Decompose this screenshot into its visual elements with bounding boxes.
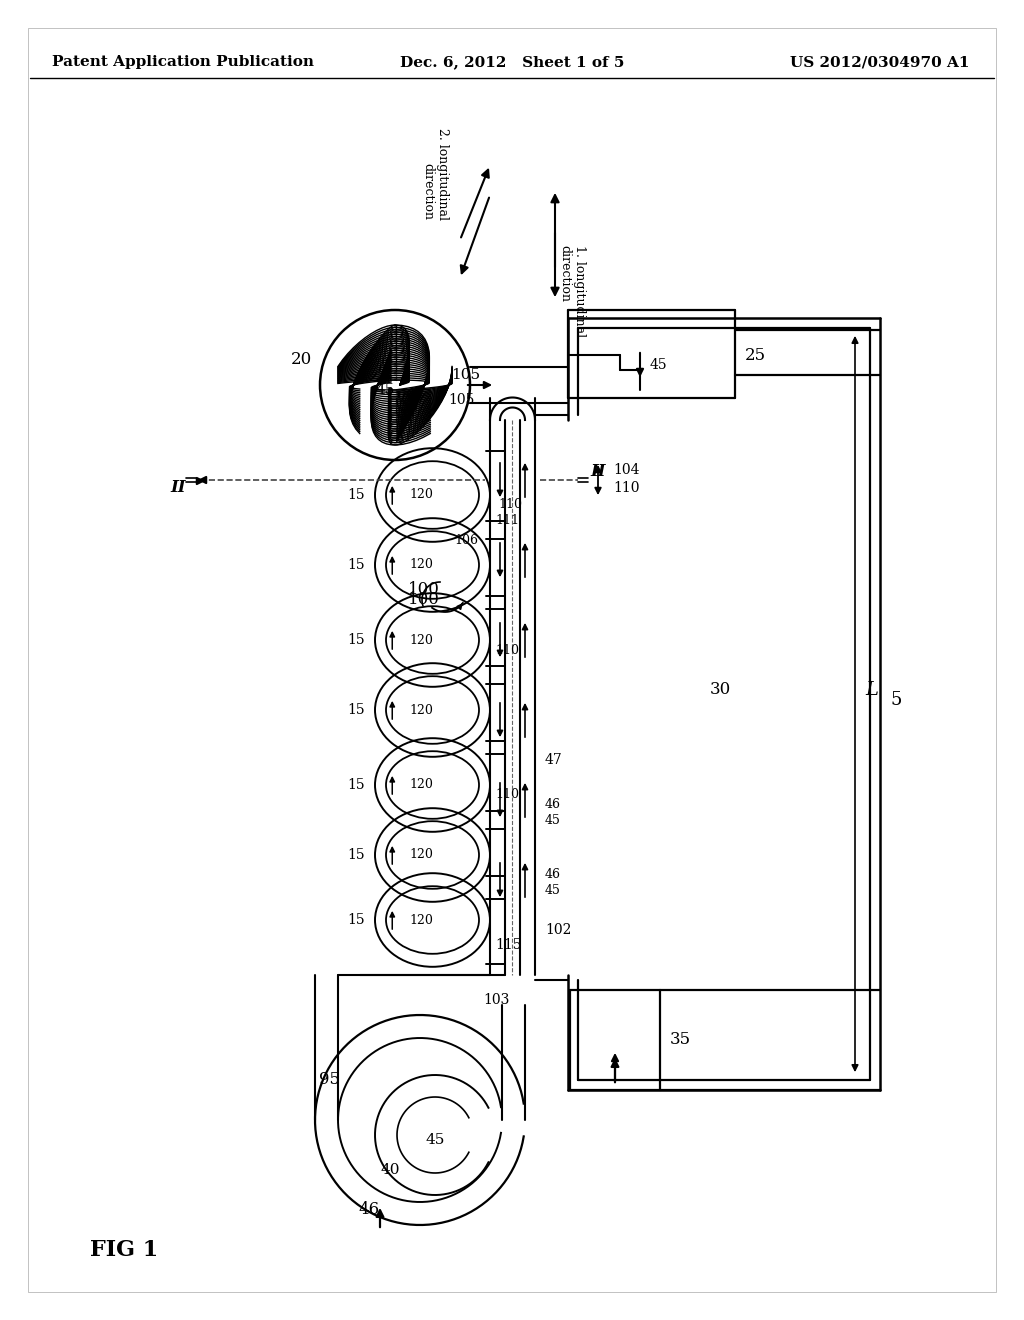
Text: 46: 46 [358,1201,380,1218]
Text: 100: 100 [409,582,440,598]
Text: L: L [865,681,878,700]
Text: 120: 120 [409,488,433,502]
Text: 45: 45 [376,383,394,397]
Text: 120: 120 [409,913,433,927]
Text: FIG 1: FIG 1 [90,1239,159,1261]
Text: 111: 111 [495,513,519,527]
Text: 103: 103 [483,993,510,1007]
Text: Patent Application Publication: Patent Application Publication [52,55,314,69]
Text: 46: 46 [545,869,561,882]
Text: 15: 15 [347,634,365,647]
Text: 115: 115 [495,939,521,952]
Text: 40: 40 [380,1163,399,1177]
Text: Dec. 6, 2012   Sheet 1 of 5: Dec. 6, 2012 Sheet 1 of 5 [399,55,625,69]
Text: 15: 15 [347,558,365,572]
Text: 30: 30 [710,681,731,698]
Text: 45: 45 [650,358,668,372]
Text: 5: 5 [890,690,901,709]
Text: 120: 120 [409,704,433,717]
Text: 35: 35 [670,1031,691,1048]
Text: 45: 45 [545,883,561,896]
Text: 2. longitudinal
direction: 2. longitudinal direction [421,128,449,220]
Text: 110: 110 [495,644,519,656]
Text: 100: 100 [409,591,440,609]
Text: 45: 45 [545,813,561,826]
Text: 102: 102 [545,923,571,937]
Text: 15: 15 [347,913,365,927]
Text: 104: 104 [613,463,640,477]
Text: 105: 105 [449,393,475,407]
Text: 47: 47 [545,752,563,767]
Text: 15: 15 [347,847,365,862]
Text: 120: 120 [409,634,433,647]
Text: II: II [590,463,605,480]
Text: 110: 110 [613,480,640,495]
Text: 110: 110 [495,788,519,801]
Text: 20: 20 [291,351,312,368]
Text: 105: 105 [451,368,480,381]
Text: 120: 120 [409,558,433,572]
Text: II: II [171,479,186,496]
Text: 1. longitudinal
direction: 1. longitudinal direction [558,246,586,337]
Text: 46: 46 [545,799,561,812]
Text: 95: 95 [319,1072,340,1089]
Text: 15: 15 [347,777,365,792]
Text: 15: 15 [347,488,365,502]
Text: US 2012/0304970 A1: US 2012/0304970 A1 [791,55,970,69]
Text: 25: 25 [745,346,766,363]
Text: 45: 45 [425,1133,444,1147]
Text: 106: 106 [454,533,478,546]
Text: 120: 120 [409,779,433,792]
Text: 120: 120 [409,849,433,862]
Text: 110: 110 [498,499,522,511]
Text: 15: 15 [347,704,365,717]
